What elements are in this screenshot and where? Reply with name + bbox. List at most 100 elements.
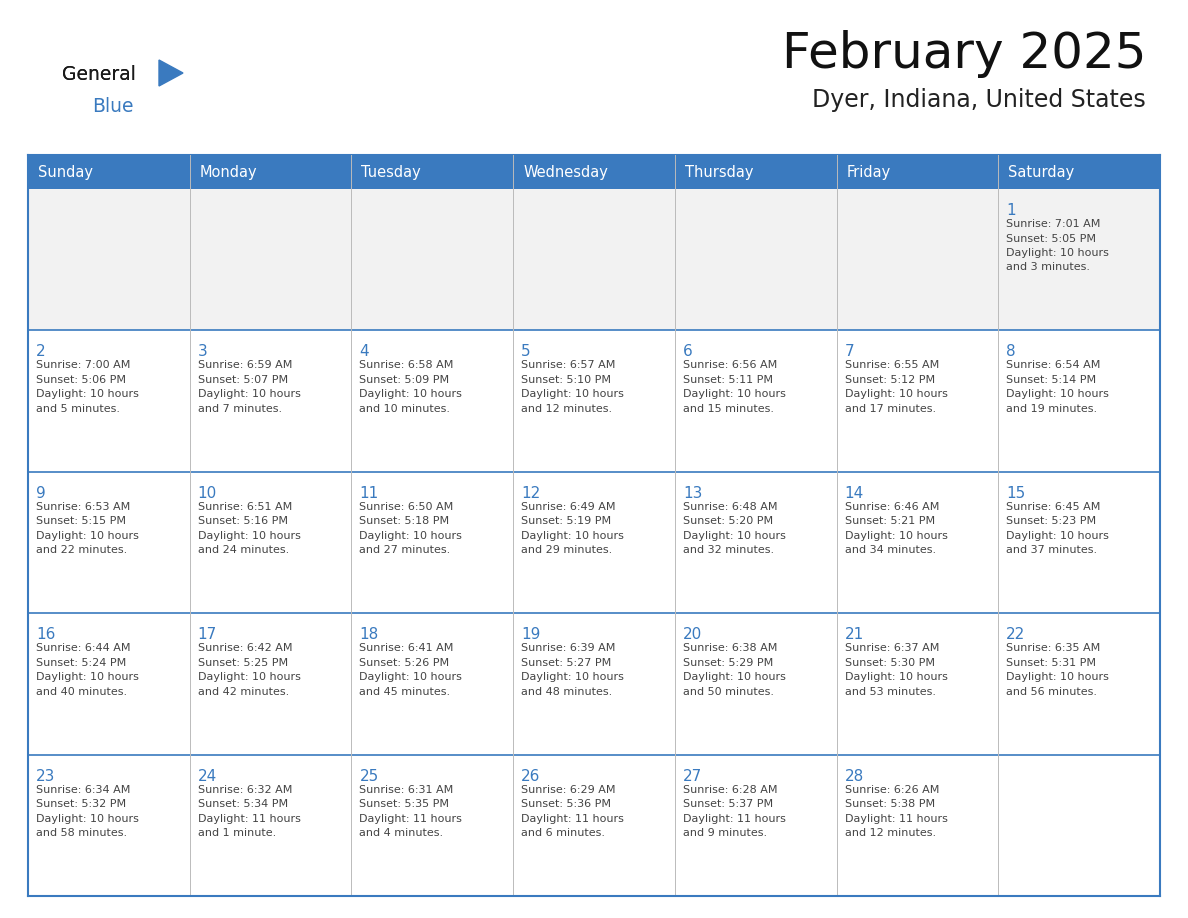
- Bar: [29, 755, 1159, 896]
- Text: 8: 8: [1006, 344, 1016, 360]
- Bar: [29, 330, 1159, 472]
- Text: and 58 minutes.: and 58 minutes.: [36, 828, 127, 838]
- Text: Daylight: 11 hours: Daylight: 11 hours: [197, 813, 301, 823]
- Text: Tuesday: Tuesday: [361, 165, 422, 181]
- Text: Daylight: 10 hours: Daylight: 10 hours: [360, 672, 462, 682]
- Text: February 2025: February 2025: [782, 30, 1146, 78]
- Text: and 50 minutes.: and 50 minutes.: [683, 687, 773, 697]
- Text: Daylight: 10 hours: Daylight: 10 hours: [1006, 672, 1110, 682]
- Text: and 42 minutes.: and 42 minutes.: [197, 687, 289, 697]
- Text: 4: 4: [360, 344, 369, 360]
- Text: Daylight: 11 hours: Daylight: 11 hours: [683, 813, 785, 823]
- Text: Daylight: 10 hours: Daylight: 10 hours: [522, 672, 624, 682]
- Text: and 22 minutes.: and 22 minutes.: [36, 545, 127, 555]
- Text: Daylight: 10 hours: Daylight: 10 hours: [1006, 389, 1110, 399]
- Text: Daylight: 10 hours: Daylight: 10 hours: [845, 531, 948, 541]
- Text: Sunset: 5:36 PM: Sunset: 5:36 PM: [522, 799, 611, 809]
- Text: Daylight: 10 hours: Daylight: 10 hours: [845, 389, 948, 399]
- Text: Sunrise: 6:53 AM: Sunrise: 6:53 AM: [36, 502, 131, 512]
- Text: 24: 24: [197, 768, 217, 784]
- Text: Daylight: 11 hours: Daylight: 11 hours: [360, 813, 462, 823]
- Text: and 27 minutes.: and 27 minutes.: [360, 545, 450, 555]
- Text: Sunset: 5:09 PM: Sunset: 5:09 PM: [360, 375, 449, 385]
- Text: and 48 minutes.: and 48 minutes.: [522, 687, 612, 697]
- Text: Sunset: 5:18 PM: Sunset: 5:18 PM: [360, 516, 449, 526]
- Text: Sunset: 5:05 PM: Sunset: 5:05 PM: [1006, 233, 1097, 243]
- Text: Sunset: 5:26 PM: Sunset: 5:26 PM: [360, 657, 449, 667]
- Text: Saturday: Saturday: [1009, 165, 1074, 181]
- Text: Sunset: 5:20 PM: Sunset: 5:20 PM: [683, 516, 773, 526]
- Text: Sunset: 5:23 PM: Sunset: 5:23 PM: [1006, 516, 1097, 526]
- Text: Daylight: 10 hours: Daylight: 10 hours: [522, 389, 624, 399]
- Text: 7: 7: [845, 344, 854, 360]
- Text: Sunrise: 6:39 AM: Sunrise: 6:39 AM: [522, 644, 615, 654]
- Text: Sunrise: 6:41 AM: Sunrise: 6:41 AM: [360, 644, 454, 654]
- Text: 6: 6: [683, 344, 693, 360]
- Text: 14: 14: [845, 486, 864, 501]
- Text: Sunrise: 6:34 AM: Sunrise: 6:34 AM: [36, 785, 131, 795]
- Text: and 56 minutes.: and 56 minutes.: [1006, 687, 1098, 697]
- Text: 22: 22: [1006, 627, 1025, 643]
- Text: 27: 27: [683, 768, 702, 784]
- Text: Sunrise: 6:35 AM: Sunrise: 6:35 AM: [1006, 644, 1100, 654]
- Text: and 15 minutes.: and 15 minutes.: [683, 404, 773, 414]
- Text: Sunrise: 6:50 AM: Sunrise: 6:50 AM: [360, 502, 454, 512]
- Text: Daylight: 10 hours: Daylight: 10 hours: [1006, 248, 1110, 258]
- Text: Thursday: Thursday: [684, 165, 753, 181]
- Text: and 53 minutes.: and 53 minutes.: [845, 687, 936, 697]
- Text: Sunset: 5:11 PM: Sunset: 5:11 PM: [683, 375, 773, 385]
- Text: 28: 28: [845, 768, 864, 784]
- Text: 17: 17: [197, 627, 217, 643]
- Text: Sunrise: 6:57 AM: Sunrise: 6:57 AM: [522, 361, 615, 370]
- Text: Sunrise: 6:45 AM: Sunrise: 6:45 AM: [1006, 502, 1100, 512]
- Text: Daylight: 10 hours: Daylight: 10 hours: [360, 389, 462, 399]
- Text: General: General: [62, 65, 135, 84]
- Text: Dyer, Indiana, United States: Dyer, Indiana, United States: [813, 88, 1146, 112]
- Text: Sunrise: 6:55 AM: Sunrise: 6:55 AM: [845, 361, 939, 370]
- Text: Sunrise: 6:31 AM: Sunrise: 6:31 AM: [360, 785, 454, 795]
- Text: Sunrise: 7:00 AM: Sunrise: 7:00 AM: [36, 361, 131, 370]
- Text: Sunrise: 6:58 AM: Sunrise: 6:58 AM: [360, 361, 454, 370]
- Text: Sunset: 5:30 PM: Sunset: 5:30 PM: [845, 657, 935, 667]
- Text: Sunset: 5:34 PM: Sunset: 5:34 PM: [197, 799, 287, 809]
- Text: Daylight: 10 hours: Daylight: 10 hours: [36, 389, 139, 399]
- Text: 20: 20: [683, 627, 702, 643]
- Text: Sunset: 5:07 PM: Sunset: 5:07 PM: [197, 375, 287, 385]
- Text: Sunrise: 6:28 AM: Sunrise: 6:28 AM: [683, 785, 777, 795]
- Text: Sunrise: 6:26 AM: Sunrise: 6:26 AM: [845, 785, 939, 795]
- Text: Monday: Monday: [200, 165, 258, 181]
- Text: Sunrise: 6:56 AM: Sunrise: 6:56 AM: [683, 361, 777, 370]
- Text: Blue: Blue: [91, 97, 133, 116]
- Text: Sunset: 5:06 PM: Sunset: 5:06 PM: [36, 375, 126, 385]
- Text: 26: 26: [522, 768, 541, 784]
- Text: and 32 minutes.: and 32 minutes.: [683, 545, 775, 555]
- Text: Sunset: 5:24 PM: Sunset: 5:24 PM: [36, 657, 126, 667]
- Text: Daylight: 10 hours: Daylight: 10 hours: [683, 531, 785, 541]
- Text: 19: 19: [522, 627, 541, 643]
- Text: and 6 minutes.: and 6 minutes.: [522, 828, 605, 838]
- Text: and 7 minutes.: and 7 minutes.: [197, 404, 282, 414]
- Text: 3: 3: [197, 344, 208, 360]
- Text: and 34 minutes.: and 34 minutes.: [845, 545, 936, 555]
- Text: Daylight: 10 hours: Daylight: 10 hours: [683, 672, 785, 682]
- Text: Daylight: 10 hours: Daylight: 10 hours: [522, 531, 624, 541]
- Text: Sunset: 5:35 PM: Sunset: 5:35 PM: [360, 799, 449, 809]
- Text: Sunrise: 6:49 AM: Sunrise: 6:49 AM: [522, 502, 615, 512]
- Text: 15: 15: [1006, 486, 1025, 501]
- Text: 21: 21: [845, 627, 864, 643]
- Text: Sunset: 5:32 PM: Sunset: 5:32 PM: [36, 799, 126, 809]
- Text: and 9 minutes.: and 9 minutes.: [683, 828, 767, 838]
- Text: Sunrise: 6:48 AM: Sunrise: 6:48 AM: [683, 502, 777, 512]
- Text: Wednesday: Wednesday: [523, 165, 608, 181]
- Text: Daylight: 10 hours: Daylight: 10 hours: [360, 531, 462, 541]
- Text: Sunset: 5:10 PM: Sunset: 5:10 PM: [522, 375, 611, 385]
- Text: Daylight: 10 hours: Daylight: 10 hours: [36, 531, 139, 541]
- Text: Sunrise: 7:01 AM: Sunrise: 7:01 AM: [1006, 219, 1100, 229]
- Text: Sunrise: 6:37 AM: Sunrise: 6:37 AM: [845, 644, 939, 654]
- Text: 23: 23: [36, 768, 56, 784]
- Text: Daylight: 11 hours: Daylight: 11 hours: [845, 813, 948, 823]
- Bar: [29, 472, 1159, 613]
- Text: and 17 minutes.: and 17 minutes.: [845, 404, 936, 414]
- Text: 12: 12: [522, 486, 541, 501]
- Text: 18: 18: [360, 627, 379, 643]
